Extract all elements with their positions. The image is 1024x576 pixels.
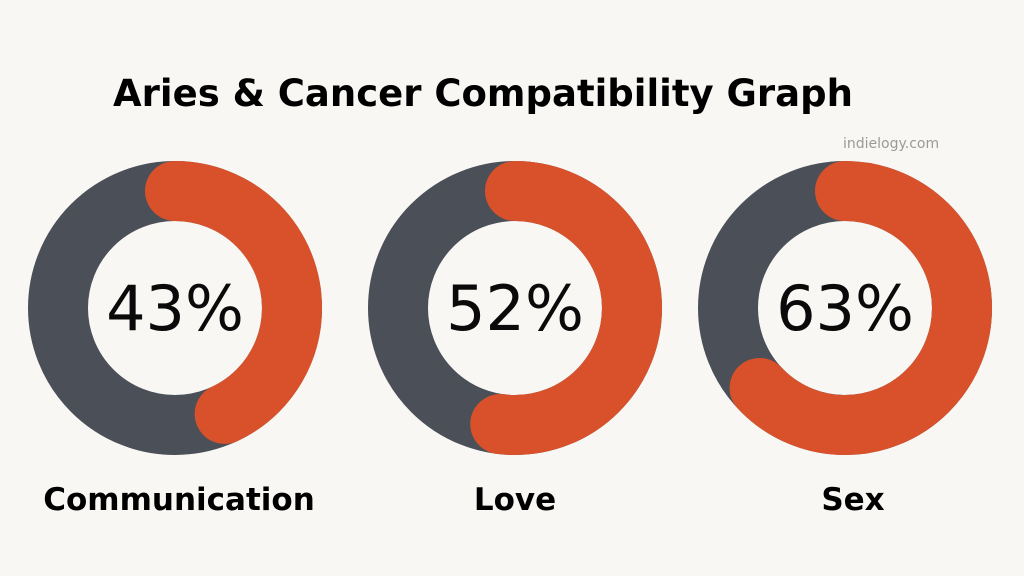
category-label: Sex [821, 482, 884, 518]
percentage-label: 43% [106, 272, 244, 345]
donut-value-arc [28, 161, 322, 455]
category-label: Love [474, 482, 556, 518]
chart-title: Aries & Cancer Compatibility Graph [113, 72, 853, 115]
donut-value-arc [698, 161, 992, 455]
donut-communication: 43% Communication [28, 161, 322, 518]
donut-love: 52% Love [368, 161, 662, 518]
watermark-text: indielogy.com [843, 136, 940, 152]
percentage-label: 63% [776, 272, 914, 345]
category-label: Communication [43, 482, 315, 518]
donut-sex: 63% Sex [698, 161, 992, 518]
percentage-label: 52% [446, 272, 584, 345]
donut-value-arc [368, 161, 662, 455]
